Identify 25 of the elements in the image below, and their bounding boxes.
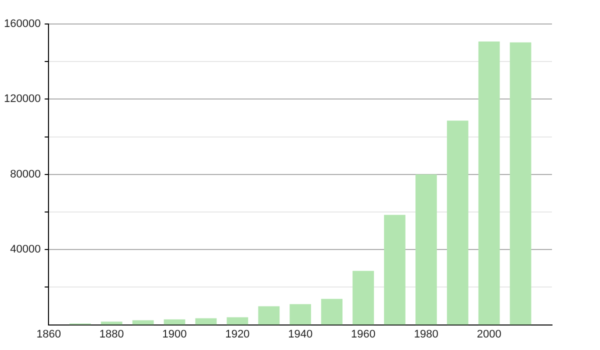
y-tick-label: 40000 bbox=[10, 244, 41, 256]
bar bbox=[446, 120, 468, 325]
bar bbox=[415, 174, 437, 325]
x-tick-label: 1920 bbox=[225, 328, 250, 340]
bar bbox=[290, 304, 312, 325]
y-tick-label: 120000 bbox=[4, 93, 41, 106]
y-tick-label: 160000 bbox=[4, 18, 41, 30]
bar bbox=[100, 322, 122, 325]
bar bbox=[258, 306, 280, 325]
x-tick-label: 1880 bbox=[99, 328, 124, 340]
bar bbox=[352, 270, 374, 325]
x-tick-label: 1960 bbox=[351, 328, 376, 340]
x-tick-label: 1940 bbox=[288, 328, 313, 340]
bar bbox=[384, 214, 406, 325]
bar bbox=[195, 318, 217, 325]
bar bbox=[510, 42, 532, 325]
x-tick-label: 2000 bbox=[476, 328, 502, 340]
bar bbox=[321, 298, 343, 325]
x-tick-label: 1900 bbox=[162, 328, 187, 340]
bar bbox=[478, 41, 500, 325]
bar bbox=[226, 317, 248, 325]
y-tick-label: 80000 bbox=[10, 168, 41, 180]
x-tick-label: 1980 bbox=[414, 328, 438, 340]
x-tick-label: 1860 bbox=[36, 328, 61, 340]
bar bbox=[164, 319, 186, 325]
